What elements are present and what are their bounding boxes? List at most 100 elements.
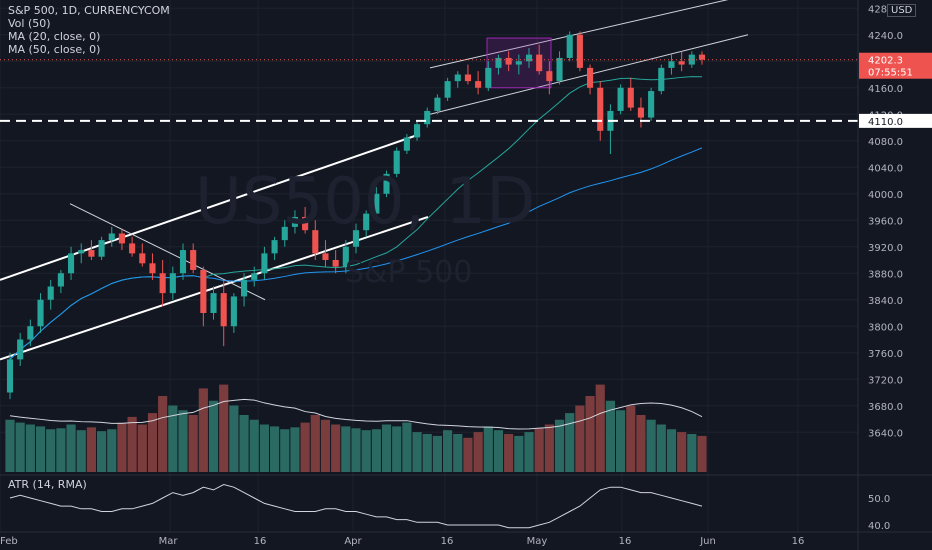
candle-body [597,87,604,131]
candle-body [129,243,136,254]
volume-bar [25,424,35,472]
candle-body [444,81,451,98]
volume-bar [229,405,239,472]
candle-body [454,74,461,82]
candle-body [627,87,634,108]
ma50-indicator[interactable]: MA (50, close, 0) [8,43,101,56]
candle-body [678,61,685,65]
candle-body [668,61,675,68]
candle-body [576,34,583,68]
time-tick: 16 [619,536,632,547]
volume-bar [127,416,137,472]
volume-bar [46,429,56,472]
volume-bar [117,422,127,472]
candle-body [546,71,553,82]
volume-bar [656,424,666,472]
candle-body [525,54,533,62]
candle-body [403,137,410,151]
candle-body [648,91,655,118]
volume-bar [453,434,463,472]
candle-body [159,273,166,294]
volume-bar [544,424,554,472]
volume-bar [493,430,504,472]
candle-body [393,150,400,174]
volume-bar [351,428,361,472]
price-tick: 4080.0 [868,137,903,148]
candle-body [637,107,644,118]
candle-body [312,230,319,254]
chart-legend[interactable]: S&P 500, 1D, CURRENCYCOM Vol (50) MA (20… [8,4,170,56]
candle-body [434,97,441,111]
atr-tick: 50.0 [868,494,890,505]
candle-body [68,253,75,274]
candle-body [475,81,482,88]
candle-body [251,273,258,280]
volume-bar [504,434,514,472]
ma20-indicator[interactable]: MA (20, close, 0) [8,30,101,43]
candle-body [47,286,54,300]
ma50-line [9,147,703,360]
candle-body [230,296,237,327]
volume-bar [565,413,575,472]
volume-bar [595,384,605,472]
candle-body [688,54,695,65]
atr-indicator-label[interactable]: ATR (14, RMA) [8,478,87,491]
volume-bar [463,437,473,472]
symbol-line[interactable]: S&P 500, 1D, CURRENCYCOM [8,4,170,17]
candle-body [322,253,329,260]
volume-bar [35,426,46,472]
price-tick: 4280.0 [868,4,903,15]
currency-badge[interactable]: USD [887,4,917,17]
volume-bar [158,396,168,472]
volume-bar [219,384,229,472]
channel-line-upper [0,133,421,281]
candle-body [210,293,217,313]
volume-bar [198,388,208,472]
price-tick: 3760.0 [868,349,903,360]
candle-body [169,273,176,294]
candle-body [108,233,115,241]
time-tick: May [527,536,548,547]
channel2-line-upper [429,0,729,69]
candle-body [179,250,187,274]
volume-bar [270,426,280,472]
volume-bar [107,429,117,472]
volume-bar [432,435,442,472]
volume-bar [392,426,402,472]
time-tick: Mar [159,536,179,547]
volume-bar [86,427,96,472]
candles [0,31,858,400]
candle-body [291,216,298,227]
time-tick: Jun [699,536,716,547]
time-tick: 16 [792,536,805,547]
candle-body [281,226,288,241]
candle-body [352,230,360,247]
volume-bar [56,428,66,472]
volume-bar [290,427,300,472]
candle-body [505,57,512,65]
candle-body [587,67,594,88]
volume-bar [137,424,147,472]
volume-bar [208,400,219,472]
price-tick: 3960.0 [868,216,903,227]
volume-ma-line [9,398,703,430]
vol-indicator[interactable]: Vol (50) [8,17,51,30]
price-tick: 3880.0 [868,269,903,280]
price-tick: 3920.0 [868,243,903,254]
candle-body [6,359,14,393]
current-price-badge-text: 07:55:51 [868,68,913,79]
volume-bars [5,384,707,472]
candle-body [200,269,207,313]
volume-bar [331,424,341,472]
candle-body [536,54,543,72]
candle-body [98,240,105,257]
volume-bar [5,419,15,472]
price-tick: 4240.0 [868,31,903,42]
current-price-badge [859,52,932,79]
hline-badge [859,113,932,128]
volume-bar [300,422,310,472]
candle-body [149,263,156,274]
volume-bar [341,426,351,472]
